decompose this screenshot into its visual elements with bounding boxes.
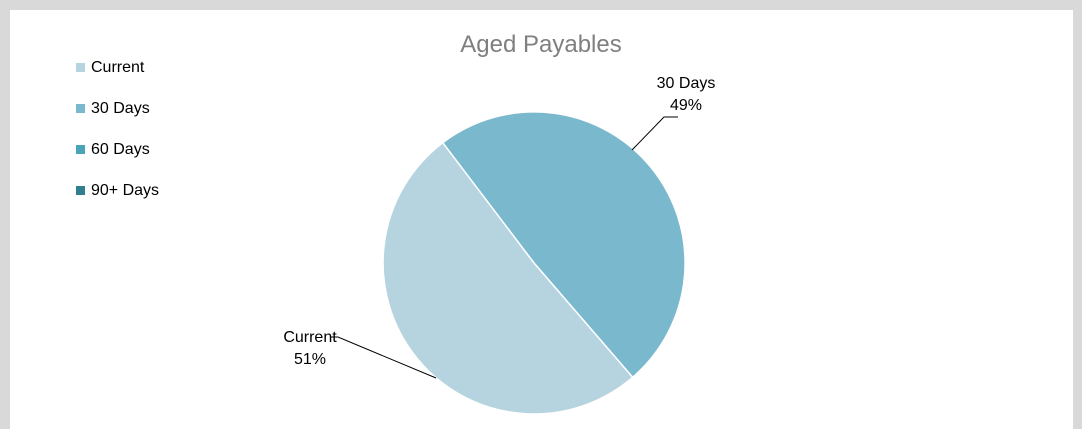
data-label-current-percent: 51% [293, 351, 327, 368]
leader-lines [330, 116, 678, 379]
chart-title: Aged Payables [460, 31, 622, 58]
legend-label-60-days: 60 Days [91, 140, 150, 158]
legend-swatch-current [76, 63, 85, 72]
legend-label-current: Current [91, 58, 145, 76]
data-label-30-days-category: 30 Days [656, 75, 716, 92]
data-label-30-days: 30 Days 49% [636, 73, 736, 117]
legend-item-current: Current [74, 57, 159, 78]
legend-swatch-90-days [76, 186, 85, 195]
legend-label-30-days: 30 Days [91, 99, 150, 117]
data-label-30-days-percent: 49% [669, 97, 703, 114]
chart-legend: Current 30 Days 60 Days 90+ Days [74, 57, 159, 221]
leader-line-current [330, 336, 437, 379]
pie-slice-30-days [441, 111, 686, 379]
leader-line-30-days [631, 116, 678, 151]
legend-swatch-60-days [76, 145, 85, 154]
legend-item-30-days: 30 Days [74, 98, 159, 119]
legend-item-60-days: 60 Days [74, 139, 159, 160]
data-label-current-category: Current [283, 329, 337, 346]
pie-slice-current [382, 141, 634, 415]
data-label-current: Current 51% [270, 327, 350, 371]
legend-item-90-days: 90+ Days [74, 180, 159, 201]
legend-swatch-30-days [76, 104, 85, 113]
legend-label-90-days: 90+ Days [91, 181, 160, 199]
pie-slices [382, 111, 686, 415]
